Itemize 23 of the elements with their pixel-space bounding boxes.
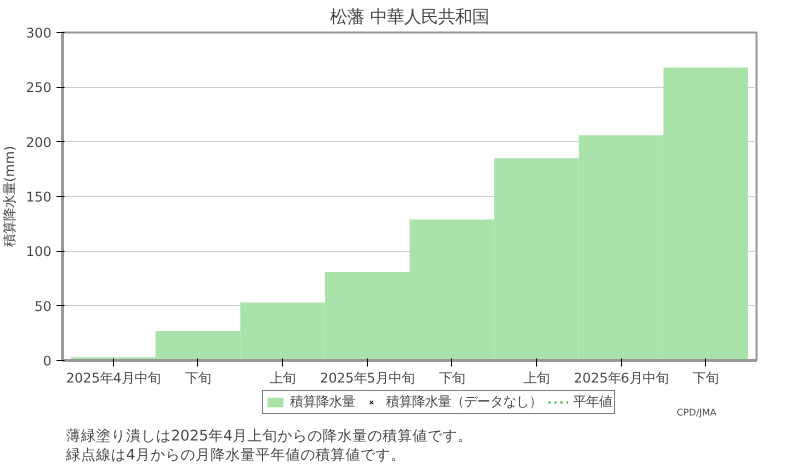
chart-title: 松藩 中華人民共和国	[330, 8, 489, 28]
x-tick-label: 上旬	[270, 372, 296, 386]
legend-label: 積算降水量	[290, 394, 355, 411]
x-tick-label: 2025年4月中旬	[66, 372, 160, 386]
text: 緑点線は4月からの月降水量平年値の積算値です。	[64, 446, 406, 464]
legend-label: 積算降水量（データなし）	[386, 394, 542, 411]
x-tick-label: 2025年5月中旬	[320, 372, 414, 386]
y-tick-label: 100	[26, 245, 52, 260]
text: 薄緑塗り潰しは2025年4月上旬からの降水量の積算値です。	[66, 428, 473, 444]
x-tick-label: 上旬	[523, 372, 550, 386]
y-tick-label: 250	[26, 81, 52, 96]
y-tick-label: 0	[43, 354, 52, 370]
x-tick-label: 2025年6月中旬	[574, 372, 668, 386]
y-tick-label: 50	[34, 300, 52, 315]
x-tick-label: 下旬	[438, 372, 465, 386]
y-tick-label: 150	[26, 190, 52, 206]
y-tick-label: 200	[26, 136, 52, 151]
text: CPD/JMA	[676, 408, 718, 418]
x-tick-label: 下旬	[692, 372, 719, 386]
y-tick-label: 300	[26, 26, 52, 42]
x-tick-label: 下旬	[184, 372, 211, 386]
y-axis-title: 積算降水量(mm)	[3, 146, 18, 248]
legend-label: 平年値	[573, 394, 612, 411]
